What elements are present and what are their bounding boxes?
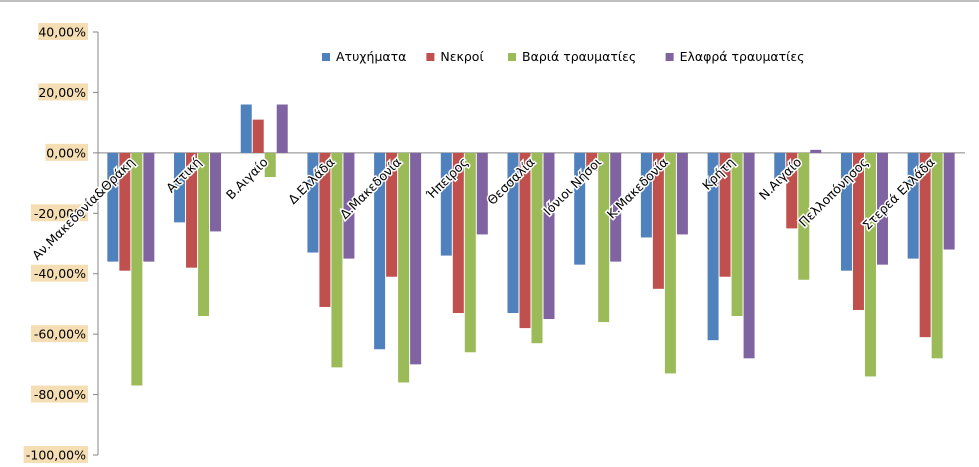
bar	[876, 152, 888, 265]
legend-swatch	[426, 53, 435, 61]
bar	[840, 152, 852, 271]
bar	[810, 149, 822, 153]
bar	[640, 152, 652, 238]
bar	[119, 152, 131, 271]
legend: Ατυχήματα Νεκροί Βαριά τραυματίες Ελαφρά τρ…	[322, 49, 805, 64]
bar	[531, 152, 543, 344]
y-tick-label: -40,00%	[34, 266, 86, 281]
legend-label: Νεκροί	[440, 49, 484, 64]
bar	[707, 152, 719, 341]
bar	[440, 152, 452, 256]
bar	[452, 152, 464, 313]
y-tick-label: -100,00%	[26, 448, 86, 463]
bar	[210, 152, 222, 232]
bar	[264, 152, 276, 178]
y-tick-label-highlight	[45, 143, 88, 161]
bar	[198, 152, 210, 317]
bar	[919, 152, 931, 338]
bar	[931, 152, 943, 359]
bar	[652, 152, 664, 289]
bar	[343, 152, 355, 259]
y-tick-label: -80,00%	[34, 387, 86, 402]
bar	[107, 152, 119, 262]
bar	[676, 152, 688, 235]
bar	[143, 152, 155, 262]
legend-label: Ατυχήματα	[336, 49, 406, 64]
y-tick-label-highlight	[38, 83, 88, 101]
y-tick-label-highlight	[30, 264, 88, 282]
bar	[386, 152, 398, 277]
bar	[507, 152, 519, 313]
bar	[864, 152, 876, 377]
y-tick-label: 20,00%	[38, 85, 86, 100]
bar	[410, 152, 422, 365]
legend-swatch	[508, 53, 516, 61]
y-axis: 40,00% 20,00% 0,00% -20,00% -40,00% -60,00% -8…	[23, 23, 965, 463]
bar	[852, 152, 864, 310]
bar	[476, 152, 488, 235]
y-tick-label: 0,00%	[46, 145, 86, 160]
bar	[798, 152, 810, 280]
legend-label: Βαριά τραυματίες	[522, 49, 636, 64]
bar	[610, 152, 622, 262]
y-tick-label-highlight	[30, 385, 88, 403]
bar	[543, 152, 555, 320]
bar	[240, 104, 252, 153]
bar	[586, 152, 598, 171]
bar	[519, 152, 531, 329]
bar	[131, 152, 143, 386]
bar	[174, 152, 186, 223]
bar	[464, 152, 476, 353]
bar	[307, 152, 319, 253]
legend-label: Ελαφρά τραυματίες	[680, 49, 805, 64]
bar	[719, 152, 731, 277]
y-tick-label: -20,00%	[34, 206, 86, 221]
bar	[331, 152, 343, 368]
y-tick-label-highlight	[30, 325, 88, 343]
bar	[731, 152, 743, 317]
y-tick-label-highlight	[38, 23, 88, 40]
bar	[943, 152, 955, 250]
y-tick-label-highlight	[23, 446, 89, 463]
bar	[319, 152, 331, 307]
bars	[107, 104, 955, 386]
y-tick-label-highlight	[30, 204, 88, 222]
bar	[907, 152, 919, 259]
bar	[786, 152, 798, 229]
bar	[398, 152, 410, 383]
bar	[186, 152, 198, 268]
bar	[276, 104, 288, 153]
y-tick-label: 40,00%	[38, 25, 86, 40]
bar	[598, 152, 610, 323]
bar	[743, 152, 755, 359]
bar	[252, 119, 264, 153]
legend-swatch	[665, 53, 674, 61]
bar	[574, 152, 586, 265]
bar	[664, 152, 676, 374]
bar	[374, 152, 386, 350]
y-tick-label: -60,00%	[34, 327, 86, 342]
bar	[774, 152, 786, 181]
legend-swatch	[322, 53, 330, 61]
